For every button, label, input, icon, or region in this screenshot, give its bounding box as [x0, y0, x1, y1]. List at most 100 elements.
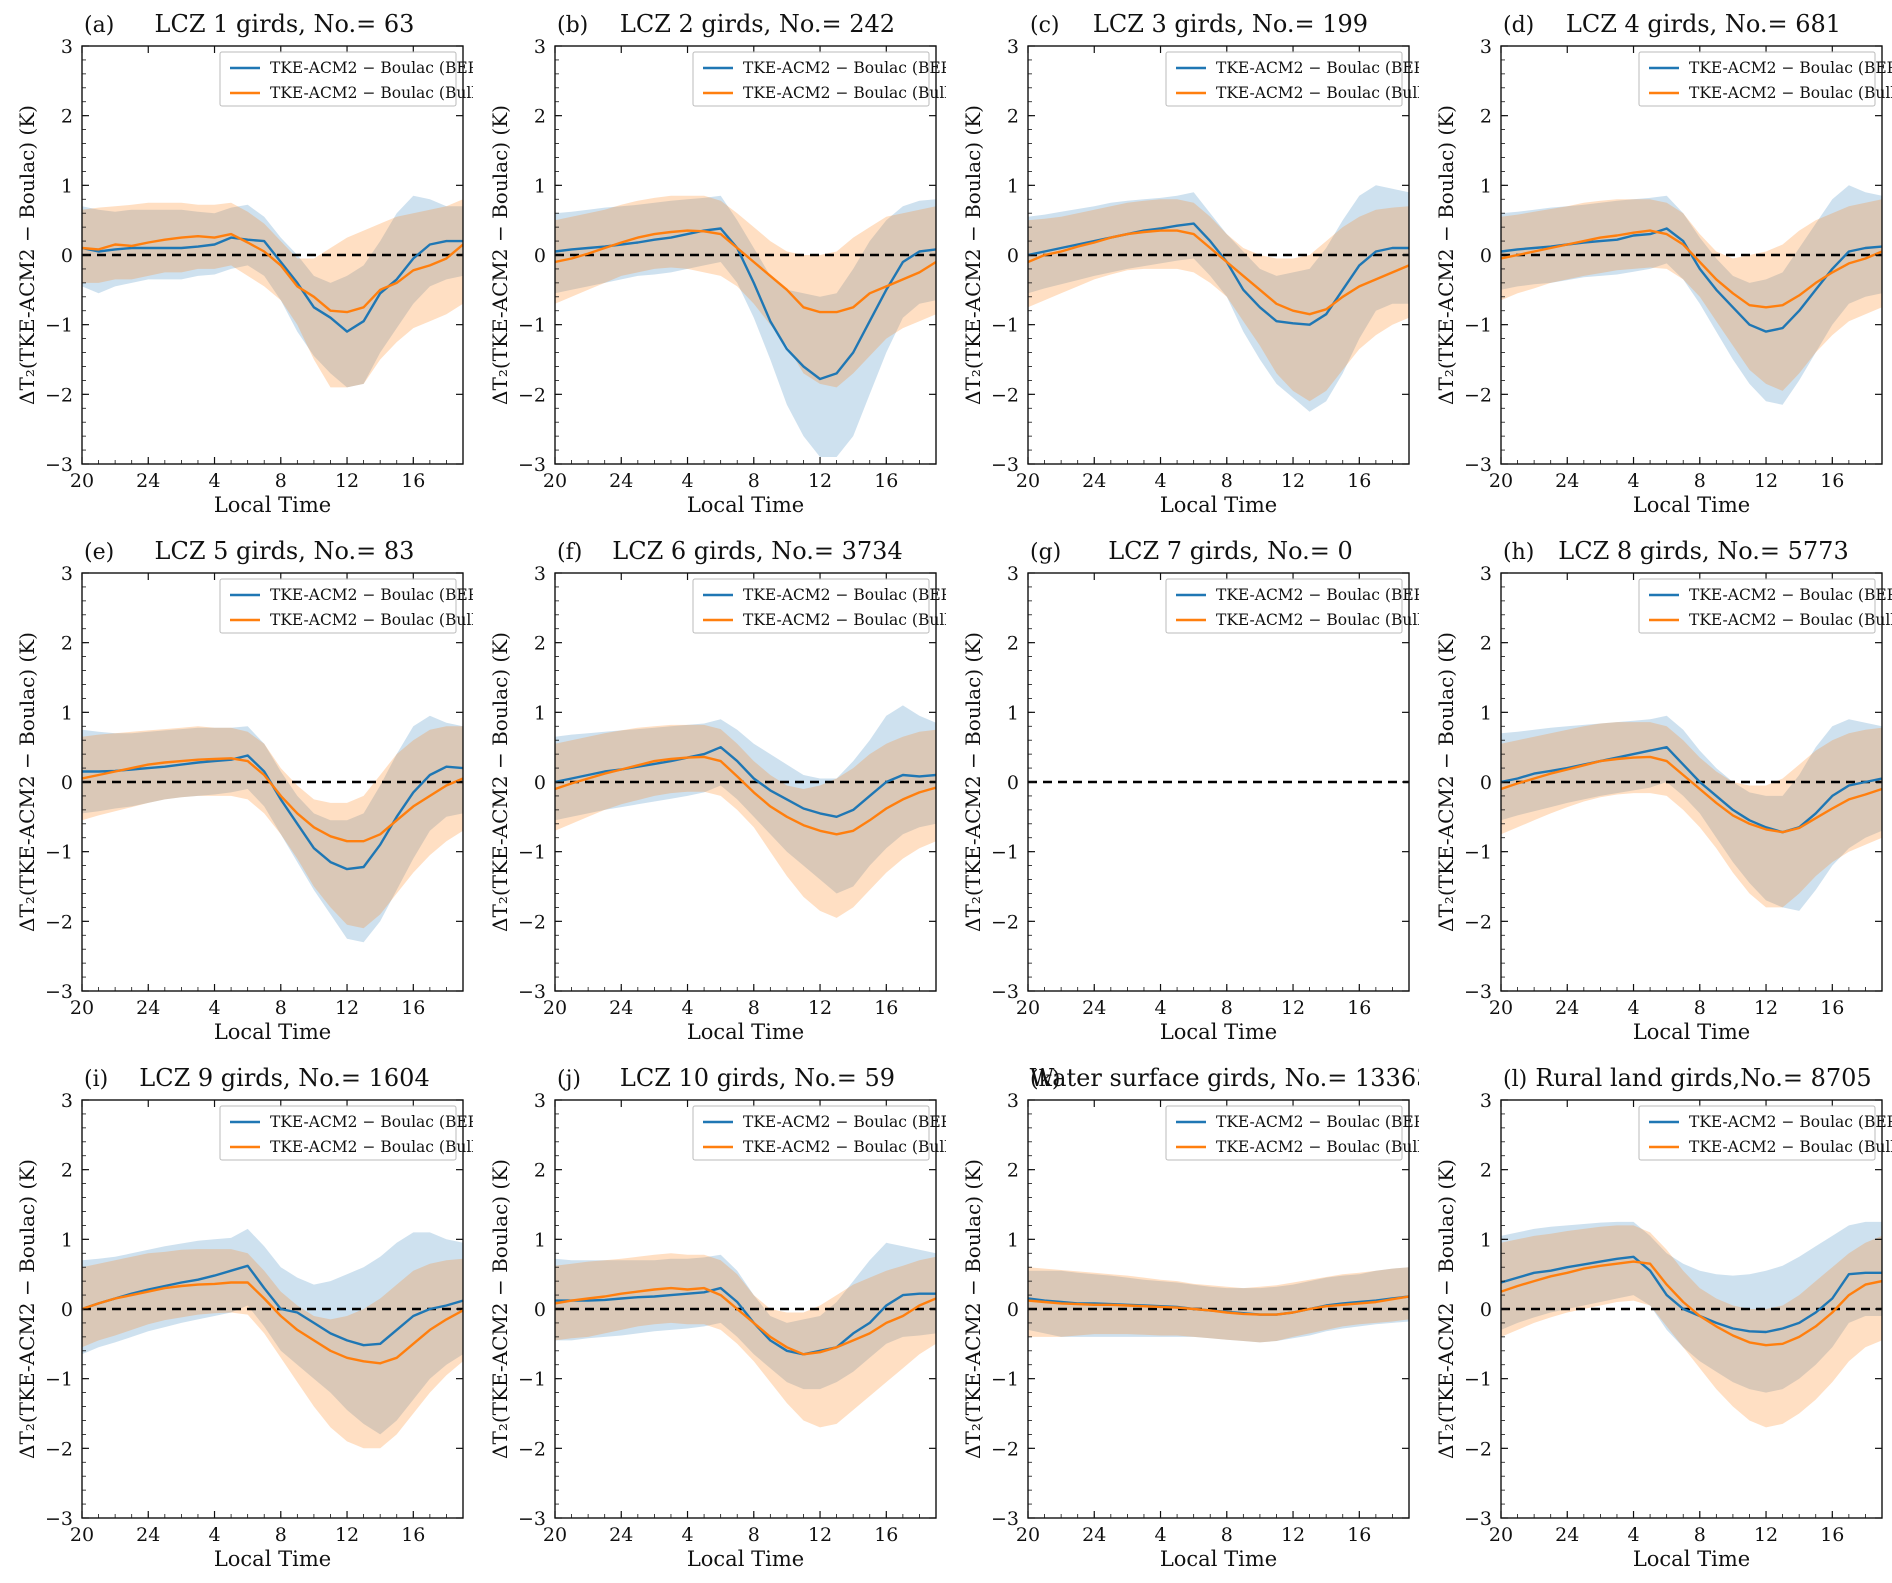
legend-label: TKE-ACM2 − Boulac (BEP) — [1689, 1113, 1892, 1131]
chart-svg: 3 2 1 0 −1 −2 −320 24 4 8 12 16 Local Time ΔT₂(TKE-AC… — [488, 537, 946, 1044]
chart-panel: 3 2 1 0 −1 −2 −3 20 24 4 8 12 16 Local Time ΔT₂(TKE-AC… — [1419, 0, 1892, 527]
x-tick-label: 24 — [609, 1524, 633, 1546]
y-tick-label: −1 — [45, 842, 73, 864]
plot-area — [1501, 185, 1882, 405]
chart-panel: 3 2 1 0 −1 −2 −3 20 24 4 8 12 16 Local Time ΔT₂(TKE-AC… — [473, 0, 946, 527]
y-tick-label: −1 — [1464, 842, 1492, 864]
plot-area — [82, 1228, 463, 1449]
x-tick-label: 20 — [1016, 1524, 1040, 1546]
legend-label: TKE-ACM2 − Boulac (BEP) — [270, 1113, 473, 1131]
y-tick-label: −2 — [1464, 1438, 1492, 1460]
legend-box — [1638, 51, 1876, 107]
y-tick-label: 1 — [1480, 175, 1492, 197]
panel-letter: (g) — [1030, 540, 1061, 565]
bep-spread-band — [1028, 185, 1409, 412]
y-tick-label: 0 — [1007, 245, 1019, 267]
x-tick-label: 16 — [1820, 1524, 1844, 1546]
chart-panel: 3 2 1 0 −1 −2 −3 20 24 4 8 12 16 Local Time ΔT₂(TKE-AC… — [946, 0, 1419, 527]
y-tick-label: −3 — [518, 981, 546, 1003]
y-tick-label: 1 — [61, 702, 73, 724]
chart-panel: 3 2 1 0 −1 −2 −3 20 24 4 8 12 16 Local Time ΔT₂(TKE-AC… — [1419, 527, 1892, 1054]
plot-area — [1028, 1267, 1409, 1343]
y-tick-label: −3 — [1464, 454, 1492, 476]
bulk-spread-band — [555, 724, 936, 918]
bulk-series-line — [1028, 229, 1409, 316]
chart-svg: 3 2 1 0 −1 −2 −320 24 4 8 12 16 Local Time ΔT₂(TKE-AC… — [1434, 10, 1892, 517]
bulk-spread-band — [555, 195, 936, 388]
x-axis-label: Local Time — [687, 1547, 804, 1571]
y-tick-label: −1 — [518, 842, 546, 864]
y-tick-label: 2 — [1007, 106, 1019, 128]
y-tick-label: 3 — [61, 36, 73, 58]
bulk-series-line — [555, 1286, 936, 1356]
bep-spread-band — [1028, 1267, 1409, 1343]
y-tick-label: −3 — [518, 454, 546, 476]
y-tick-label: −2 — [45, 911, 73, 933]
panel-letter: (e) — [84, 540, 114, 565]
x-tick-label: 12 — [1281, 1524, 1305, 1546]
y-tick-label: 1 — [1007, 702, 1019, 724]
legend-label: TKE-ACM2 − Boulac (BEP) — [1216, 1113, 1419, 1131]
x-tick-label: 16 — [401, 1524, 425, 1546]
x-tick-label: 20 — [1016, 470, 1040, 492]
x-tick-label: 20 — [70, 1524, 94, 1546]
x-tick-label: 8 — [1694, 470, 1706, 492]
legend-label: TKE-ACM2 − Boulac (Bulk) — [743, 611, 946, 629]
y-tick-label: 3 — [1480, 36, 1492, 58]
plot-area — [555, 705, 936, 918]
bep-spread-band — [555, 705, 936, 894]
x-tick-label: 8 — [275, 1524, 287, 1546]
y-axis-label: ΔT₂(TKE-ACM2 − Boulac) (K) — [1434, 105, 1458, 405]
panel-title: LCZ 10 girds, No.= 59 — [620, 1064, 895, 1092]
x-tick-label: 8 — [1221, 997, 1233, 1019]
x-tick-label: 20 — [1489, 1524, 1513, 1546]
chart-panel: 3 2 1 0 −1 −2 −3 20 24 4 8 12 16 Local Time ΔT₂(TKE-AC… — [0, 0, 473, 527]
legend-box — [692, 1105, 930, 1161]
legend-label: TKE-ACM2 − Boulac (Bulk) — [270, 84, 473, 102]
x-axis-label: Local Time — [1160, 1547, 1277, 1571]
x-tick-label: 4 — [208, 470, 220, 492]
legend-label: TKE-ACM2 − Boulac (BEP) — [743, 59, 946, 77]
panel-title: LCZ 7 girds, No.= 0 — [1108, 537, 1353, 565]
x-tick-label: 8 — [1694, 1524, 1706, 1546]
bulk-spread-band — [1028, 199, 1409, 402]
plot-area — [82, 715, 463, 943]
plot-area — [82, 195, 463, 388]
x-tick-label: 12 — [808, 470, 832, 492]
y-tick-label: −1 — [991, 842, 1019, 864]
x-tick-label: 16 — [1347, 997, 1371, 1019]
x-tick-label: 4 — [1627, 997, 1639, 1019]
bulk-series-line — [1501, 229, 1882, 309]
legend-box — [1638, 578, 1876, 634]
panel-letter: (j) — [557, 1067, 581, 1092]
legend-box — [219, 51, 457, 107]
y-tick-label: 3 — [1480, 1090, 1492, 1112]
y-tick-label: 0 — [1007, 772, 1019, 794]
legend-label: TKE-ACM2 − Boulac (BEP) — [743, 1113, 946, 1131]
bulk-spread-band — [1028, 1267, 1409, 1343]
legend-box — [1165, 1105, 1403, 1161]
y-tick-label: 3 — [1007, 1090, 1019, 1112]
legend-label: TKE-ACM2 − Boulac (Bulk) — [270, 1138, 473, 1156]
panel-letter: (b) — [557, 13, 588, 38]
x-tick-label: 4 — [1154, 1524, 1166, 1546]
y-tick-label: −1 — [518, 315, 546, 337]
y-tick-label: 2 — [534, 106, 546, 128]
chart-panel: 3 2 1 0 −1 −2 −3 20 24 4 8 12 16 Local Time ΔT₂(TKE-AC… — [1419, 1054, 1892, 1581]
x-tick-label: 16 — [401, 470, 425, 492]
x-tick-label: 4 — [681, 1524, 693, 1546]
x-tick-label: 16 — [1820, 470, 1844, 492]
bulk-spread-band — [555, 1253, 936, 1428]
legend-label: TKE-ACM2 − Boulac (Bulk) — [1689, 1138, 1892, 1156]
legend-box — [1638, 1105, 1876, 1161]
legend-label: TKE-ACM2 − Boulac (BEP) — [270, 586, 473, 604]
x-tick-label: 8 — [1694, 997, 1706, 1019]
y-axis-label: ΔT₂(TKE-ACM2 − Boulac) (K) — [488, 1159, 512, 1459]
y-tick-label: 2 — [61, 106, 73, 128]
bulk-series-line — [82, 232, 463, 314]
plot-area — [1028, 185, 1409, 412]
panel-title: LCZ 8 girds, No.= 5773 — [1558, 537, 1848, 565]
x-tick-label: 16 — [1347, 470, 1371, 492]
y-tick-label: −3 — [518, 1508, 546, 1530]
x-tick-label: 24 — [609, 997, 633, 1019]
